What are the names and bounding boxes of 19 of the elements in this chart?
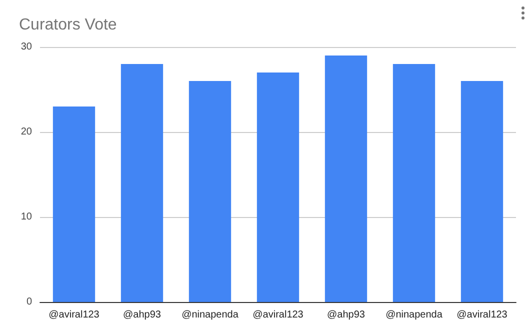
x-tick-label: @ninapenda bbox=[182, 310, 239, 320]
x-tick-label: @ahp93 bbox=[123, 310, 162, 320]
bar bbox=[52, 106, 96, 302]
x-tick-label: @ninapenda bbox=[386, 310, 443, 320]
x-tick-label: @aviral123 bbox=[252, 310, 304, 320]
bar bbox=[120, 64, 164, 302]
x-tick-label: @ahp93 bbox=[327, 310, 366, 320]
x-tick-label: @aviral123 bbox=[456, 310, 508, 320]
y-tick-label: 30 bbox=[20, 42, 32, 52]
x-tick-label: @aviral123 bbox=[48, 310, 100, 320]
y-tick-label: 0 bbox=[26, 296, 32, 308]
bar bbox=[460, 81, 504, 302]
bar bbox=[324, 56, 368, 302]
y-tick-label: 20 bbox=[20, 126, 32, 138]
y-tick-label: 10 bbox=[20, 212, 32, 222]
chart-title: Curators Vote bbox=[19, 16, 117, 34]
bar bbox=[392, 64, 436, 302]
bar bbox=[256, 72, 300, 302]
bar bbox=[188, 81, 232, 302]
